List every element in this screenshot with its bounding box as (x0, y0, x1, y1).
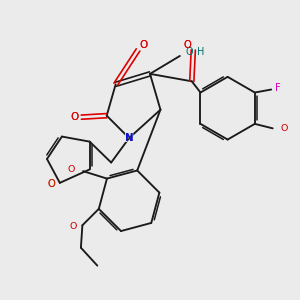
Text: O: O (184, 40, 191, 50)
Text: O: O (182, 38, 193, 51)
Text: O: O (48, 179, 55, 189)
Text: O: O (185, 47, 193, 57)
Text: O: O (70, 112, 79, 122)
Text: O: O (184, 40, 191, 50)
Text: O: O (46, 178, 57, 191)
Text: F: F (275, 83, 281, 93)
Text: O: O (68, 165, 75, 174)
Text: O: O (138, 39, 149, 52)
Text: O: O (70, 112, 79, 122)
Text: H: H (197, 47, 205, 57)
Text: O: O (69, 111, 80, 124)
Text: N: N (124, 132, 134, 145)
Text: N: N (125, 133, 134, 143)
Text: O: O (280, 124, 288, 133)
Text: O: O (139, 40, 148, 50)
Text: O: O (69, 222, 76, 231)
Text: O: O (139, 40, 148, 50)
Text: O: O (48, 179, 55, 189)
Text: N: N (125, 133, 133, 143)
